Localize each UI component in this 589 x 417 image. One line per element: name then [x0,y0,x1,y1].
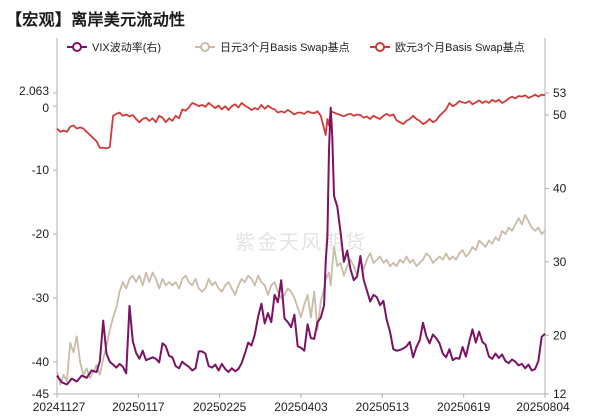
legend-label: 日元3个月Basis Swap基点 [220,41,350,54]
x-tick-label: 20250513 [356,400,410,414]
watermark: 紫金天风期货 [235,231,367,254]
left-tick-label: -40 [32,355,50,369]
series-line-0 [56,106,546,386]
right-tick-label: 30 [553,255,567,269]
legend-swatch-marker [72,42,82,52]
left-tick-label: -45 [32,387,50,401]
x-tick-label: 20241127 [33,400,86,414]
right-tick-label: 20 [553,328,567,342]
x-tick-label: 20250804 [516,400,570,414]
right-tick-label: 53 [553,86,567,100]
left-tick-label: 2.063 [19,84,49,98]
series-line-2 [56,93,546,150]
legend-swatch-marker [375,42,385,52]
left-tick-label: -20 [32,227,50,241]
left-tick-label: 0 [42,101,49,115]
right-tick-label: 40 [553,181,567,195]
right-tick-label: 12 [553,387,567,401]
legend-label: 欧元3个月Basis Swap基点 [395,41,525,54]
legend-label: VIX波动率(右) [92,40,161,54]
left-tick-label: -30 [32,291,50,305]
legend-swatch-marker [200,42,210,52]
x-tick-label: 20250117 [112,400,165,414]
x-tick-label: 20250403 [274,400,328,414]
series-line-1 [56,214,546,386]
x-tick-label: 20250619 [437,400,491,414]
right-tick-label: 50 [553,108,567,122]
x-tick-label: 20250225 [193,400,247,414]
left-tick-label: -10 [32,163,50,177]
page-title: 【宏观】离岸美元流动性 [6,12,186,29]
